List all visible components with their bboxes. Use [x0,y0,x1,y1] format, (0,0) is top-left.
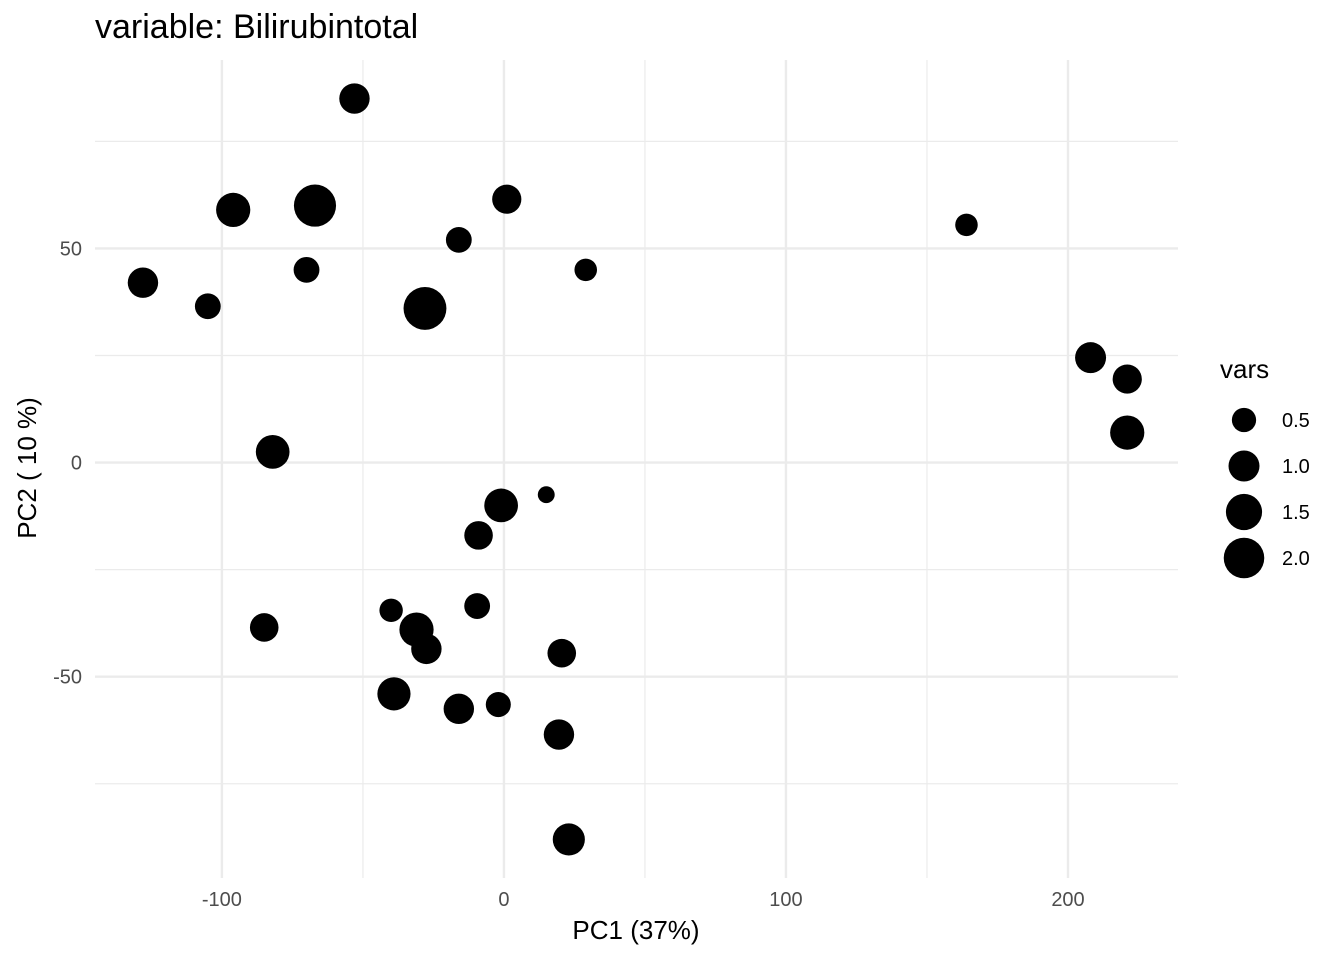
data-point [339,83,370,114]
data-point [377,677,411,711]
legend-key-circle [1223,537,1265,579]
data-point [255,435,290,469]
grid-lines [95,60,1178,878]
data-point [127,267,159,298]
data-point [249,613,279,642]
y-tick-label: -50 [53,667,82,689]
data-point [445,226,472,253]
y-axis-ticks: -50 0 50 [53,238,82,688]
data-point [1112,364,1142,394]
data-point [379,598,403,623]
data-point [293,184,337,227]
legend-key-circle [1228,450,1260,482]
data-point [443,693,475,725]
legend-title: vars [1220,354,1269,384]
legend-label: 2.0 [1282,548,1310,570]
legend-label: 0.5 [1282,410,1310,432]
data-point [216,192,251,228]
y-tick-label: 50 [60,238,82,260]
size-legend: vars 0.5 1.0 1.5 2.0 [1220,354,1310,579]
y-tick-label: 0 [71,453,82,475]
legend-label: 1.5 [1282,502,1310,524]
legend-key-circle [1231,407,1257,433]
x-tick-label: 100 [769,889,802,911]
y-axis-title: PC2 ( 10 %) [12,397,42,539]
x-tick-label: 200 [1051,889,1084,911]
legend-items: 0.5 1.0 1.5 2.0 [1223,407,1310,579]
data-point [537,486,555,504]
x-tick-label: -100 [202,889,242,911]
data-point [403,286,447,330]
data-point [485,692,511,718]
data-point [1075,342,1107,374]
data-point [543,719,575,750]
data-points [127,83,1145,856]
data-point [492,184,522,214]
data-point [552,823,585,856]
data-point [293,256,320,283]
legend-key-circle [1225,493,1263,531]
data-point [484,488,518,523]
data-point [464,593,491,619]
data-point [955,213,978,237]
chart-title: variable: Bilirubintotal [95,8,418,46]
x-axis-ticks: -100 0 100 200 [202,889,1085,911]
legend-label: 1.0 [1282,456,1310,478]
x-axis-title: PC1 (37%) [572,915,699,945]
data-point [547,638,577,668]
x-tick-label: 0 [498,889,509,911]
data-point [411,633,442,665]
data-point [194,293,221,320]
data-point [1110,415,1145,450]
data-point [574,258,598,282]
data-point [464,521,493,550]
